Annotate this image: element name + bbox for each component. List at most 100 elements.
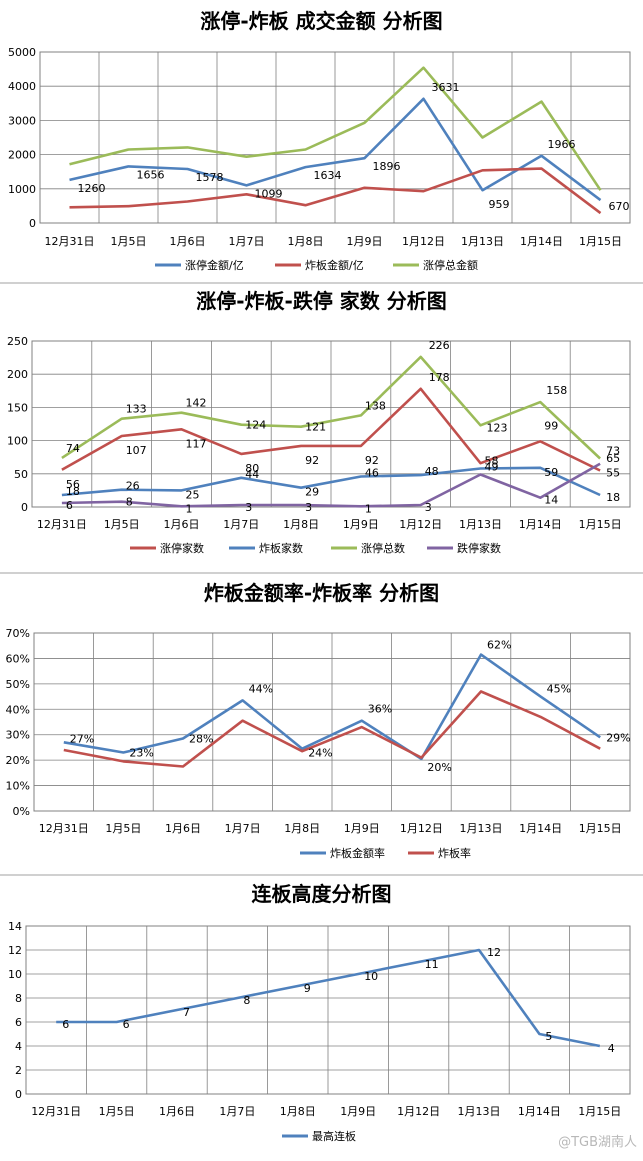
y-tick-label: 10% bbox=[6, 780, 30, 793]
x-tick-label: 1月8日 bbox=[284, 822, 320, 835]
data-label: 28% bbox=[189, 733, 213, 746]
data-label: 11 bbox=[425, 958, 439, 971]
x-tick-label: 1月9日 bbox=[343, 518, 379, 531]
y-tick-label: 30% bbox=[6, 729, 30, 742]
data-label: 8 bbox=[126, 496, 133, 509]
data-label: 92 bbox=[305, 454, 319, 467]
data-label: 959 bbox=[489, 198, 510, 211]
x-tick-label: 1月9日 bbox=[344, 822, 380, 835]
y-tick-label: 6 bbox=[15, 1016, 22, 1029]
data-label: 158 bbox=[546, 384, 567, 397]
data-label: 25 bbox=[186, 488, 200, 501]
data-label: 124 bbox=[245, 419, 266, 432]
legend-label: 跌停家数 bbox=[457, 541, 501, 555]
chart-panel-height: 连板高度分析图 0 2 4 6 8 10 12 14 12月31日 1月5日 1月6日 1月7日 1月8日… bbox=[0, 876, 643, 1157]
x-tick-label: 1月7日 bbox=[223, 518, 259, 531]
data-label: 23% bbox=[129, 747, 153, 760]
data-label: 3 bbox=[245, 501, 252, 514]
y-tick-label: 2 bbox=[15, 1064, 22, 1077]
data-label: 1578 bbox=[196, 171, 224, 184]
data-label: 14 bbox=[544, 494, 558, 507]
y-tick-label: 14 bbox=[8, 920, 22, 933]
series-line bbox=[69, 167, 602, 215]
data-label: 7 bbox=[183, 1006, 190, 1019]
data-label: 142 bbox=[186, 397, 207, 410]
y-tick-label: 4000 bbox=[8, 80, 36, 93]
chart-panel-counts: 涨停-炸板-跌停 家数 分析图 0 50 100 150 200 250 12月31日 1月5日… bbox=[0, 284, 643, 572]
y-tick-label: 5000 bbox=[8, 46, 36, 59]
data-label: 74 bbox=[66, 442, 80, 455]
height-line-chart: 连板高度分析图 0 2 4 6 8 10 12 14 12月31日 1月5日 1月6日 1月7日 1月8日… bbox=[8, 882, 631, 1143]
y-tick-label: 3000 bbox=[8, 114, 36, 127]
data-label: 5 bbox=[545, 1030, 552, 1043]
legend-label: 涨停总金额 bbox=[423, 258, 478, 272]
rate-line-chart: 炸板金额率-炸板率 分析图 0% 10% 20% 30% 40% 50% 60% 70% 12月3… bbox=[6, 581, 631, 860]
data-label: 107 bbox=[126, 444, 147, 457]
y-tick-label: 200 bbox=[7, 368, 28, 381]
data-label: 92 bbox=[365, 454, 379, 467]
y-tick-label: 40% bbox=[6, 703, 30, 716]
data-label: 99 bbox=[544, 419, 558, 432]
y-tick-label: 12 bbox=[8, 944, 22, 957]
data-label: 20% bbox=[427, 761, 451, 774]
x-tick-label: 12月31日 bbox=[39, 822, 89, 835]
x-tick-label: 1月15日 bbox=[579, 518, 622, 531]
x-tick-label: 1月6日 bbox=[159, 1105, 195, 1118]
data-label: 138 bbox=[365, 399, 386, 412]
data-label: 1634 bbox=[314, 169, 342, 182]
data-label: 1 bbox=[186, 502, 193, 515]
data-label: 4 bbox=[608, 1042, 615, 1055]
x-tick-label: 1月6日 bbox=[164, 518, 200, 531]
x-tick-label: 1月5日 bbox=[104, 518, 140, 531]
x-tick-label: 1月14日 bbox=[520, 235, 563, 248]
chart-title: 炸板金额率-炸板率 分析图 bbox=[204, 581, 439, 605]
data-label: 6 bbox=[62, 1018, 69, 1031]
data-label: 10 bbox=[364, 970, 378, 983]
series-line bbox=[63, 653, 601, 761]
chart-title: 涨停-炸板-跌停 家数 分析图 bbox=[196, 289, 447, 313]
series-line bbox=[61, 355, 601, 460]
data-label: 49 bbox=[485, 460, 499, 473]
data-label: 29% bbox=[606, 731, 630, 744]
divider bbox=[0, 282, 643, 284]
legend-label: 最高连板 bbox=[312, 1129, 356, 1143]
x-tick-label: 1月15日 bbox=[579, 822, 622, 835]
y-tick-label: 70% bbox=[6, 627, 30, 640]
y-tick-label: 100 bbox=[7, 435, 28, 448]
series-line bbox=[69, 66, 602, 191]
data-label: 3631 bbox=[432, 81, 460, 94]
chart-panel-rate: 炸板金额率-炸板率 分析图 0% 10% 20% 30% 40% 50% 60% 70% 12月3… bbox=[0, 574, 643, 874]
x-tick-label: 12月31日 bbox=[37, 518, 87, 531]
x-tick-label: 1月14日 bbox=[519, 518, 562, 531]
legend-label: 炸板金额率 bbox=[330, 846, 385, 860]
data-label: 48 bbox=[425, 465, 439, 478]
data-label: 12 bbox=[487, 946, 501, 959]
x-tick-label: 1月5日 bbox=[99, 1105, 135, 1118]
y-tick-label: 250 bbox=[7, 335, 28, 348]
x-tick-label: 1月8日 bbox=[288, 235, 324, 248]
x-tick-label: 1月14日 bbox=[519, 822, 562, 835]
x-tick-label: 1月12日 bbox=[397, 1105, 440, 1118]
data-label: 133 bbox=[126, 403, 147, 416]
x-tick-label: 1月13日 bbox=[460, 822, 503, 835]
data-label: 26 bbox=[126, 480, 140, 493]
chart-title: 连板高度分析图 bbox=[252, 882, 392, 906]
data-label: 8 bbox=[243, 994, 250, 1007]
divider bbox=[0, 874, 643, 876]
series-line bbox=[69, 97, 602, 202]
x-tick-label: 1月5日 bbox=[111, 235, 147, 248]
data-label: 55 bbox=[606, 466, 620, 479]
x-tick-label: 1月9日 bbox=[340, 1105, 376, 1118]
data-label: 1260 bbox=[78, 182, 106, 195]
x-tick-label: 1月13日 bbox=[459, 518, 502, 531]
legend-label: 炸板率 bbox=[438, 846, 471, 860]
legend-label: 涨停总数 bbox=[361, 541, 405, 555]
legend-label: 涨停家数 bbox=[160, 541, 204, 555]
y-tick-label: 4 bbox=[15, 1040, 22, 1053]
y-tick-label: 0 bbox=[21, 501, 28, 514]
data-label: 45% bbox=[547, 683, 571, 696]
x-tick-label: 1月7日 bbox=[219, 1105, 255, 1118]
data-label: 36% bbox=[368, 703, 392, 716]
x-tick-label: 1月8日 bbox=[283, 518, 319, 531]
data-label: 44 bbox=[245, 468, 259, 481]
